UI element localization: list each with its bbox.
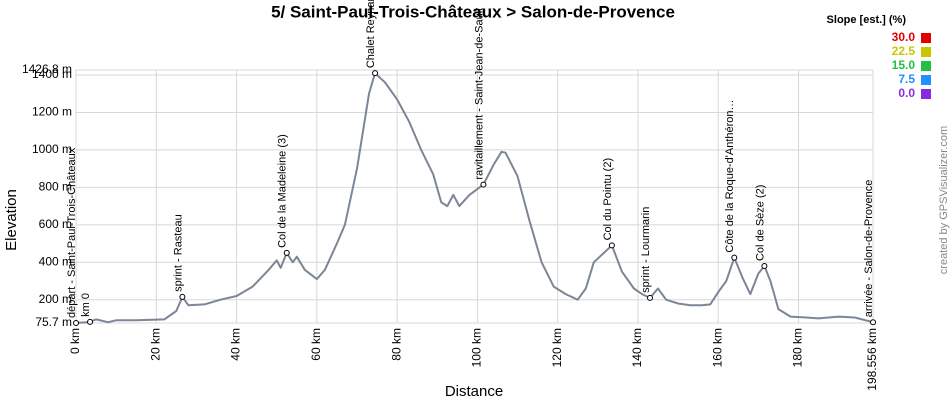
legend-swatch bbox=[921, 61, 931, 71]
x-tick-label: 160 km bbox=[710, 328, 724, 367]
waypoint-label: Chalet Reynard bbox=[365, 0, 377, 68]
legend-label: 15.0 bbox=[892, 58, 916, 72]
waypoint-label: Col de Sèze (2) bbox=[754, 185, 766, 261]
x-tick-label: 198.556 km bbox=[865, 328, 879, 391]
y-tick-label: 75.7 m bbox=[35, 315, 72, 329]
y-tick-label: 1426.8 m bbox=[22, 62, 72, 76]
waypoint-label: arrivée - Salon-de-Provence bbox=[863, 180, 875, 318]
x-tick-label: 40 km bbox=[229, 328, 243, 361]
waypoint-marker bbox=[608, 242, 615, 249]
y-tick-label: 200 m bbox=[39, 292, 72, 306]
x-tick-label: 140 km bbox=[630, 328, 644, 367]
legend-swatch bbox=[921, 89, 931, 99]
legend-label: 7.5 bbox=[898, 72, 915, 86]
legend-label: 22.5 bbox=[892, 44, 916, 58]
y-tick-label: 400 m bbox=[39, 254, 72, 268]
waypoint-label: Col de la Madeleine (3) bbox=[277, 134, 289, 248]
y-axis-title: Elevation bbox=[3, 189, 20, 251]
waypoint-marker bbox=[870, 319, 876, 326]
legend-swatch bbox=[921, 47, 931, 57]
waypoint-marker bbox=[73, 319, 79, 326]
y-tick-label: 600 m bbox=[39, 217, 72, 231]
waypoint-label: sprint - Lourmarin bbox=[640, 207, 652, 293]
waypoint-label: sprint - Rasteau bbox=[172, 214, 184, 292]
legend-swatch bbox=[921, 33, 931, 43]
waypoint-marker bbox=[731, 254, 738, 261]
waypoint-label: km 0 bbox=[80, 293, 92, 317]
legend-label: 0.0 bbox=[898, 86, 915, 100]
x-tick-label: 180 km bbox=[791, 328, 805, 367]
waypoint-label: Col du Pointu (2) bbox=[602, 158, 614, 241]
waypoint-label: ravitaillement - Saint-Jean-de-Sault bbox=[473, 8, 485, 180]
waypoint-marker bbox=[372, 70, 379, 77]
waypoint-marker bbox=[761, 263, 768, 270]
x-tick-label: 80 km bbox=[389, 328, 403, 361]
legend-title: Slope [est.] (%) bbox=[827, 14, 907, 26]
y-tick-label: 1400 m bbox=[32, 67, 72, 81]
credit: created by GPSVisualizer.com bbox=[938, 126, 950, 274]
legend-label: 30.0 bbox=[892, 30, 916, 44]
waypoint-marker bbox=[646, 294, 653, 301]
y-tick-label: 1000 m bbox=[32, 142, 72, 156]
x-tick-label: 0 km bbox=[68, 328, 82, 354]
waypoint-label: Côte de la Roque-d'Anthéron… bbox=[724, 99, 736, 252]
waypoint-marker bbox=[480, 181, 487, 188]
y-tick-label: 1200 m bbox=[32, 105, 72, 119]
x-tick-label: 60 km bbox=[309, 328, 323, 361]
x-tick-label: 120 km bbox=[550, 328, 564, 367]
x-tick-label: 20 km bbox=[148, 328, 162, 361]
waypoint-marker bbox=[87, 318, 94, 325]
waypoint-label: départ - Saint-Paul-Trois-Châteaux bbox=[66, 147, 78, 318]
waypoint-marker bbox=[283, 249, 290, 256]
legend-swatch bbox=[921, 75, 931, 85]
chart-title: 5/ Saint-Paul-Trois-Châteaux > Salon-de-… bbox=[271, 2, 675, 21]
x-axis-title: Distance bbox=[445, 383, 503, 400]
waypoint-marker bbox=[179, 293, 186, 300]
x-tick-label: 100 km bbox=[470, 328, 484, 367]
y-tick-label: 800 m bbox=[39, 180, 72, 194]
